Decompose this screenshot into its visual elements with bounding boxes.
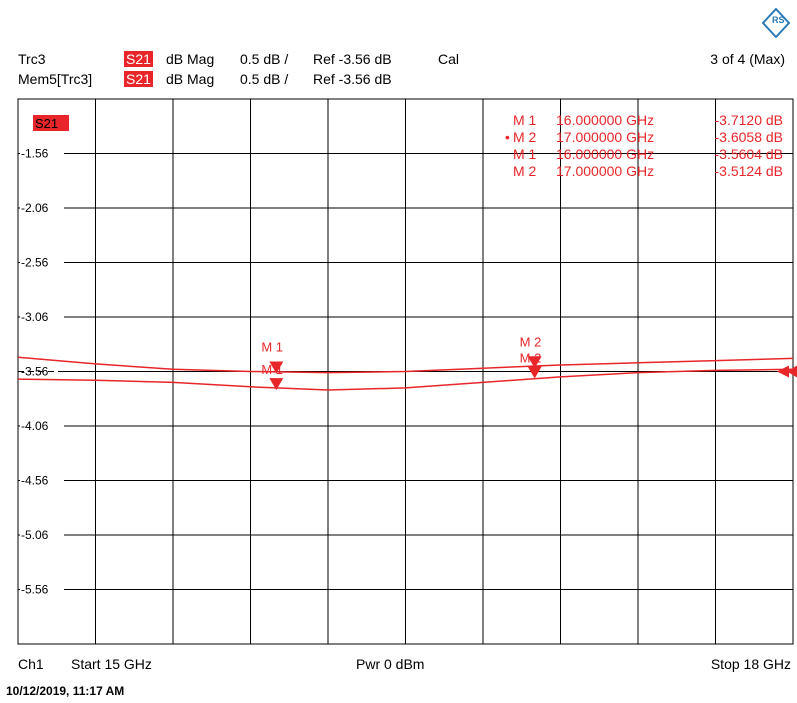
trace-ref[interactable]: Ref -3.56 dB [313, 51, 392, 67]
memory-param-tag[interactable]: S21 [124, 71, 153, 87]
y-tick-bg-3 [20, 310, 64, 324]
trace-line-0 [17, 356, 794, 374]
y-tick-bg-5 [20, 419, 64, 433]
memory-ref[interactable]: Ref -3.56 dB [313, 71, 392, 87]
page-indicator[interactable]: 3 of 4 (Max) [710, 51, 785, 67]
marker-row-value-1: -3.6058 dB [715, 129, 784, 145]
marker-row-value-2: -3.5604 dB [715, 146, 784, 162]
y-tick-label-6: -4.56 [21, 474, 49, 488]
marker-row-value-0: -3.7120 dB [715, 112, 784, 128]
y-tick-label-8: -5.56 [21, 583, 49, 597]
rohde-schwarz-logo-icon: RS [762, 8, 790, 38]
parameter-tag-label: S21 [35, 116, 58, 131]
y-tick-label-2: -2.56 [21, 256, 49, 270]
timestamp: 10/12/2019, 11:17 AM [6, 684, 125, 698]
reference-arrow-right [787, 365, 797, 378]
y-tick-label-7: -5.06 [21, 528, 49, 542]
memory-trace-name[interactable]: Mem5[Trc3] [18, 71, 93, 87]
marker-row-freq-1: 17.000000 GHz [556, 129, 654, 145]
marker-triangle-3 [527, 356, 542, 369]
marker-row-name-1: M 2 [513, 129, 537, 145]
y-tick-bg-8 [20, 582, 64, 597]
marker-label-3: M 2 [520, 334, 542, 349]
marker-triangle-2 [527, 366, 542, 379]
cal-status: Cal [438, 51, 460, 67]
marker-triangle-0 [269, 378, 284, 391]
y-tick-bg-1 [20, 201, 64, 215]
marker-triangle-1 [269, 361, 284, 374]
reference-arrow-left [777, 365, 789, 378]
trace-param-tag[interactable]: S21 [124, 51, 153, 67]
marker-row-name-0: M 1 [513, 112, 537, 128]
trace-format[interactable]: dB Mag [166, 51, 215, 67]
marker-row-freq-2: 16.000000 GHz [556, 146, 654, 162]
trace-name[interactable]: Trc3 [18, 51, 46, 67]
marker-row-freq-3: 17.000000 GHz [556, 163, 654, 179]
marker-label-1: M 1 [261, 340, 283, 355]
y-tick-bg-2 [20, 255, 64, 270]
y-tick-label-0: -1.56 [21, 147, 49, 161]
start-frequency[interactable]: Start 15 GHz [71, 656, 152, 672]
y-tick-bg-7 [20, 528, 64, 542]
memory-format[interactable]: dB Mag [166, 71, 215, 87]
marker-row-prefix-1: • [505, 129, 510, 145]
stop-frequency[interactable]: Stop 18 GHz [710, 656, 791, 672]
trace-line-1 [17, 368, 794, 391]
y-tick-label-3: -3.06 [21, 310, 49, 324]
marker-row-freq-0: 16.000000 GHz [556, 112, 654, 128]
y-tick-label-4: -3.56 [21, 365, 49, 379]
channel-label[interactable]: Ch1 [18, 656, 44, 672]
marker-row-name-2: M 1 [513, 146, 537, 162]
power-level[interactable]: Pwr 0 dBm [356, 656, 425, 672]
y-tick-bg-0 [20, 146, 64, 161]
y-tick-label-5: -4.06 [21, 419, 49, 433]
y-tick-bg-6 [20, 473, 64, 488]
y-tick-label-1: -2.06 [21, 201, 49, 215]
memory-scale[interactable]: 0.5 dB / [240, 71, 289, 87]
trace-scale[interactable]: 0.5 dB / [240, 51, 289, 67]
parameter-tag-bg [33, 115, 69, 131]
marker-row-value-3: -3.5124 dB [715, 163, 784, 179]
marker-row-name-3: M 2 [513, 163, 537, 179]
logo-letter-r: RS [772, 15, 785, 25]
